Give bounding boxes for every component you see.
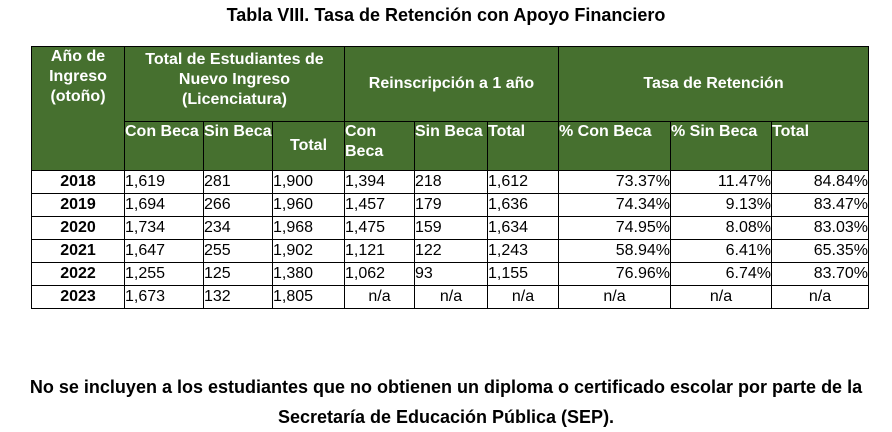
cell-reins-total: n/a — [487, 285, 559, 309]
cell-new-total: 1,902 — [272, 239, 345, 263]
cell-rate-sin-beca: n/a — [670, 285, 772, 309]
cell-new-total: 1,380 — [272, 262, 345, 286]
cell-reins-sin-beca: 179 — [414, 193, 488, 217]
cell-reins-sin-beca: 218 — [414, 170, 488, 194]
cell-new-sin-beca: 234 — [203, 216, 273, 240]
table-row: 2019 1,694 266 1,960 1,457 179 1,636 74.… — [31, 193, 869, 217]
header-reins-sin-beca: Sin Beca — [414, 121, 488, 171]
header-group-reinscription: Reinscripción a 1 año — [344, 46, 559, 122]
header-reins-total: Total — [487, 121, 559, 171]
cell-new-con-beca: 1,619 — [124, 170, 204, 194]
cell-rate-sin-beca: 6.41% — [670, 239, 772, 263]
cell-reins-total: 1,634 — [487, 216, 559, 240]
cell-new-con-beca: 1,694 — [124, 193, 204, 217]
cell-year: 2021 — [31, 239, 125, 263]
table-row: 2023 1,673 132 1,805 n/a n/a n/a n/a n/a… — [31, 285, 869, 309]
cell-reins-sin-beca: 159 — [414, 216, 488, 240]
cell-rate-sin-beca: 9.13% — [670, 193, 772, 217]
cell-new-con-beca: 1,673 — [124, 285, 204, 309]
header-new-total: Total — [272, 121, 345, 171]
cell-rate-con-beca: 74.34% — [558, 193, 671, 217]
cell-reins-total: 1,243 — [487, 239, 559, 263]
cell-new-total: 1,805 — [272, 285, 345, 309]
header-rate-con-beca: % Con Beca — [558, 121, 671, 171]
header-rate-total: Total — [771, 121, 869, 171]
header-year: Año de Ingreso (otoño) — [31, 46, 125, 171]
header-rate-sin-beca: % Sin Beca — [670, 121, 772, 171]
cell-rate-con-beca: 76.96% — [558, 262, 671, 286]
cell-new-con-beca: 1,647 — [124, 239, 204, 263]
cell-new-sin-beca: 255 — [203, 239, 273, 263]
footnote-line-2: Secretaría de Educación Pública (SEP). — [277, 407, 615, 427]
table-row: 2022 1,255 125 1,380 1,062 93 1,155 76.9… — [31, 262, 869, 286]
cell-new-total: 1,960 — [272, 193, 345, 217]
cell-reins-con-beca: 1,062 — [344, 262, 415, 286]
table-row: 2018 1,619 281 1,900 1,394 218 1,612 73.… — [31, 170, 869, 194]
header-reins-con-beca: Con Beca — [344, 121, 415, 171]
cell-rate-total: 83.47% — [771, 193, 869, 217]
retention-table: Año de Ingreso (otoño) Total de Estudian… — [31, 46, 869, 309]
cell-reins-total: 1,612 — [487, 170, 559, 194]
cell-new-con-beca: 1,734 — [124, 216, 204, 240]
cell-rate-total: 65.35% — [771, 239, 869, 263]
cell-rate-total: n/a — [771, 285, 869, 309]
cell-new-sin-beca: 132 — [203, 285, 273, 309]
header-group-new-students: Total de Estudiantes de Nuevo Ingreso (L… — [124, 46, 345, 122]
table-title: Tabla VIII. Tasa de Retención con Apoyo … — [226, 5, 666, 25]
cell-new-sin-beca: 266 — [203, 193, 273, 217]
header-new-sin-beca: Sin Beca — [203, 121, 273, 171]
cell-reins-con-beca: n/a — [344, 285, 415, 309]
cell-year: 2018 — [31, 170, 125, 194]
cell-rate-con-beca: 74.95% — [558, 216, 671, 240]
cell-reins-sin-beca: n/a — [414, 285, 488, 309]
cell-rate-sin-beca: 11.47% — [670, 170, 772, 194]
cell-reins-total: 1,636 — [487, 193, 559, 217]
cell-year: 2023 — [31, 285, 125, 309]
cell-rate-con-beca: 58.94% — [558, 239, 671, 263]
cell-rate-total: 83.03% — [771, 216, 869, 240]
header-group-retention-rate: Tasa de Retención — [558, 46, 869, 122]
cell-year: 2022 — [31, 262, 125, 286]
footnote: No se incluyen a los estudiantes que no … — [0, 372, 892, 432]
cell-year: 2019 — [31, 193, 125, 217]
cell-new-sin-beca: 281 — [203, 170, 273, 194]
table-row: 2021 1,647 255 1,902 1,121 122 1,243 58.… — [31, 239, 869, 263]
cell-year: 2020 — [31, 216, 125, 240]
cell-reins-con-beca: 1,121 — [344, 239, 415, 263]
cell-reins-total: 1,155 — [487, 262, 559, 286]
cell-rate-total: 83.70% — [771, 262, 869, 286]
cell-rate-total: 84.84% — [771, 170, 869, 194]
cell-reins-con-beca: 1,457 — [344, 193, 415, 217]
cell-rate-con-beca: 73.37% — [558, 170, 671, 194]
cell-rate-con-beca: n/a — [558, 285, 671, 309]
header-new-con-beca: Con Beca — [124, 121, 204, 171]
cell-new-con-beca: 1,255 — [124, 262, 204, 286]
cell-reins-con-beca: 1,394 — [344, 170, 415, 194]
cell-reins-con-beca: 1,475 — [344, 216, 415, 240]
cell-rate-sin-beca: 8.08% — [670, 216, 772, 240]
cell-reins-sin-beca: 93 — [414, 262, 488, 286]
footnote-line-1: No se incluyen a los estudiantes que no … — [29, 377, 863, 397]
cell-new-total: 1,900 — [272, 170, 345, 194]
cell-new-total: 1,968 — [272, 216, 345, 240]
cell-reins-sin-beca: 122 — [414, 239, 488, 263]
cell-new-sin-beca: 125 — [203, 262, 273, 286]
table-row: 2020 1,734 234 1,968 1,475 159 1,634 74.… — [31, 216, 869, 240]
cell-rate-sin-beca: 6.74% — [670, 262, 772, 286]
